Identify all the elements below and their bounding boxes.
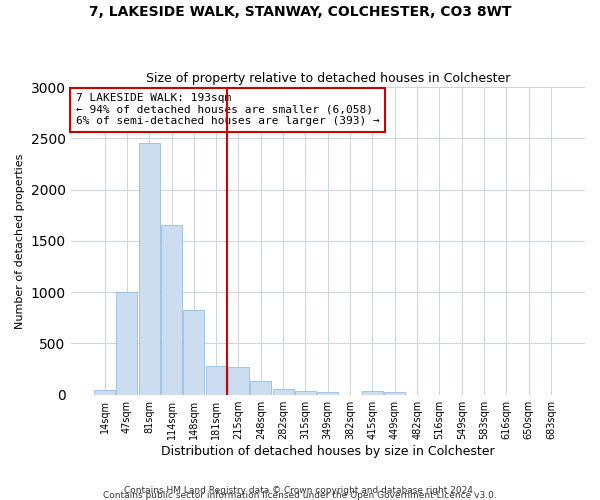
Bar (250, 382, 271, 394)
Bar (139, 144, 160, 394)
Bar (362, 390, 383, 394)
Text: 7, LAKESIDE WALK, STANWAY, COLCHESTER, CO3 8WT: 7, LAKESIDE WALK, STANWAY, COLCHESTER, C… (89, 5, 511, 19)
Y-axis label: Number of detached properties: Number of detached properties (15, 153, 25, 328)
Bar (384, 392, 406, 394)
Text: 7 LAKESIDE WALK: 193sqm
← 94% of detached houses are smaller (6,058)
6% of semi-: 7 LAKESIDE WALK: 193sqm ← 94% of detache… (76, 93, 379, 126)
Bar (228, 367, 249, 394)
Bar (183, 310, 205, 394)
Bar (94, 390, 115, 394)
Bar (317, 392, 338, 394)
X-axis label: Distribution of detached houses by size in Colchester: Distribution of detached houses by size … (161, 444, 494, 458)
Title: Size of property relative to detached houses in Colchester: Size of property relative to detached ho… (146, 72, 510, 85)
Bar (295, 390, 316, 394)
Text: Contains public sector information licensed under the Open Government Licence v3: Contains public sector information licen… (103, 491, 497, 500)
Bar (272, 388, 294, 394)
Bar (206, 366, 227, 394)
Bar (116, 292, 137, 394)
Text: Contains HM Land Registry data © Crown copyright and database right 2024.: Contains HM Land Registry data © Crown c… (124, 486, 476, 495)
Bar (161, 226, 182, 394)
